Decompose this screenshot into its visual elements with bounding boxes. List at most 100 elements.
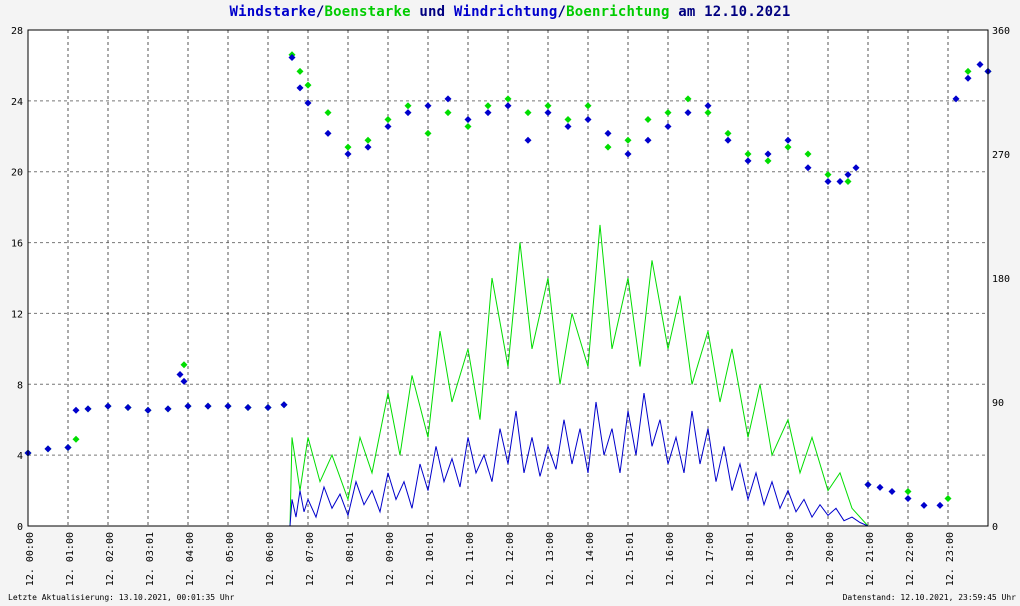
series-line-windstarke — [28, 393, 960, 527]
x-tick: 12. 21:00 — [865, 532, 876, 586]
point-boenrichtung — [844, 178, 852, 186]
point-windrichtung — [864, 481, 872, 489]
point-windrichtung — [824, 178, 832, 186]
point-windrichtung — [84, 405, 92, 413]
x-tick: 12. 19:00 — [785, 532, 796, 586]
point-windrichtung — [264, 404, 272, 412]
title-gust: Boenstarke — [324, 4, 411, 20]
title-winddir: Windrichtung — [453, 4, 558, 20]
point-boenrichtung — [324, 109, 332, 117]
point-boenrichtung — [644, 116, 652, 124]
point-windrichtung — [184, 402, 192, 410]
point-windrichtung — [936, 501, 944, 509]
point-windrichtung — [784, 136, 792, 144]
point-windrichtung — [624, 150, 632, 158]
point-windrichtung — [604, 129, 612, 137]
point-boenrichtung — [964, 67, 972, 75]
title-sep-1: / — [315, 4, 325, 20]
point-boenrichtung — [824, 171, 832, 179]
x-tick: 12. 03:01 — [145, 532, 156, 586]
point-boenrichtung — [424, 129, 432, 137]
tick-labels: 0 4 8 12 16 20 24 28 0 90 180 270 360 12. 00:00 12. 01… — [11, 26, 1010, 586]
point-boenrichtung — [180, 361, 188, 369]
point-windrichtung — [904, 494, 912, 502]
plot-border — [27, 29, 989, 527]
point-boenrichtung — [684, 95, 692, 103]
point-boenrichtung — [484, 102, 492, 110]
x-tick: 12. 18:01 — [745, 532, 756, 586]
x-tick: 12. 20:00 — [825, 532, 836, 586]
y-tick-left: 12 — [11, 309, 23, 320]
x-tick: 12. 15:01 — [625, 532, 636, 586]
point-boenrichtung — [744, 150, 752, 158]
point-windrichtung — [288, 54, 296, 62]
y-tick-right: 180 — [992, 274, 1010, 285]
y-tick-left: 20 — [11, 168, 23, 179]
point-windrichtung — [744, 157, 752, 165]
title-date: am 12.10.2021 — [669, 4, 791, 20]
footer-last-update: Letzte Aktualisierung: 13.10.2021, 00:01… — [8, 593, 235, 602]
point-windrichtung — [344, 150, 352, 158]
point-windrichtung — [876, 483, 884, 491]
point-boenrichtung — [72, 435, 80, 443]
point-windrichtung — [724, 136, 732, 144]
point-windrichtung — [484, 109, 492, 117]
point-boenrichtung — [384, 116, 392, 124]
x-tick: 12. 04:00 — [185, 532, 196, 586]
x-tick: 12. 10:01 — [425, 532, 436, 586]
y-tick-left: 8 — [17, 380, 23, 391]
x-tick: 12. 02:00 — [105, 532, 116, 586]
x-tick: 12. 01:00 — [65, 532, 76, 586]
x-tick: 12. 14:00 — [585, 532, 596, 586]
point-windrichtung — [664, 122, 672, 130]
x-tick: 12. 11:00 — [465, 532, 476, 586]
point-boenrichtung — [504, 95, 512, 103]
y-tick-left: 16 — [11, 239, 23, 250]
point-windrichtung — [764, 150, 772, 158]
x-tick: 12. 12:00 — [505, 532, 516, 586]
point-boenrichtung — [544, 102, 552, 110]
x-tick: 12. 06:00 — [265, 532, 276, 586]
point-boenrichtung — [304, 81, 312, 89]
point-windrichtung — [176, 370, 184, 378]
point-boenrichtung — [604, 143, 612, 151]
point-boenrichtung — [704, 109, 712, 117]
point-windrichtung — [544, 109, 552, 117]
y-tick-right: 270 — [992, 150, 1010, 161]
title-mid: und — [410, 4, 454, 20]
point-windrichtung — [296, 84, 304, 92]
point-boenrichtung — [624, 136, 632, 144]
x-tick: 12. 05:00 — [225, 532, 236, 586]
x-tick: 12. 09:00 — [385, 532, 396, 586]
point-windrichtung — [964, 74, 972, 82]
x-tick: 12. 17:00 — [705, 532, 716, 586]
x-tick: 12. 16:00 — [665, 532, 676, 586]
point-boenrichtung — [664, 109, 672, 117]
point-windrichtung — [504, 102, 512, 110]
series-layer — [24, 51, 992, 527]
y-tick-right: 90 — [992, 398, 1004, 409]
point-boenrichtung — [296, 67, 304, 75]
point-windrichtung — [280, 401, 288, 409]
y-tick-right: 0 — [992, 522, 998, 533]
point-windrichtung — [684, 109, 692, 117]
point-boenrichtung — [724, 129, 732, 137]
point-boenrichtung — [524, 109, 532, 117]
point-boenrichtung — [944, 494, 952, 502]
point-boenrichtung — [444, 109, 452, 117]
point-boenrichtung — [784, 143, 792, 151]
point-windrichtung — [844, 171, 852, 179]
y-tick-left: 4 — [17, 451, 23, 462]
x-tick: 12. 13:00 — [545, 532, 556, 586]
point-windrichtung — [888, 488, 896, 496]
point-windrichtung — [144, 406, 152, 414]
point-windrichtung — [64, 443, 72, 451]
point-windrichtung — [180, 377, 188, 385]
point-windrichtung — [424, 102, 432, 110]
point-windrichtung — [224, 402, 232, 410]
point-windrichtung — [704, 102, 712, 110]
point-windrichtung — [464, 116, 472, 124]
point-windrichtung — [524, 136, 532, 144]
x-tick: 12. 00:00 — [25, 532, 36, 586]
title-wind: Windstarke — [229, 4, 316, 20]
